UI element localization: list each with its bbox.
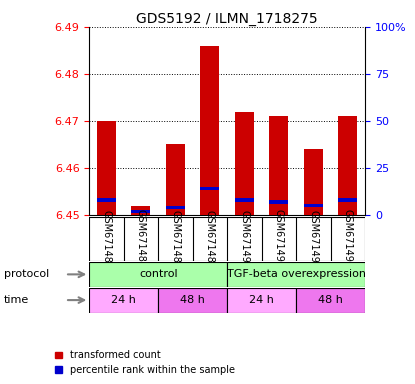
Bar (158, 288, 227, 313)
Bar (200, 46, 220, 215)
Bar (132, 206, 151, 215)
Text: 48 h: 48 h (180, 295, 205, 305)
Legend: transformed count, percentile rank within the sample: transformed count, percentile rank withi… (55, 351, 235, 375)
Text: time: time (4, 295, 29, 305)
Bar (166, 144, 185, 215)
Bar (132, 210, 151, 213)
Bar (227, 262, 365, 287)
Bar (97, 121, 116, 215)
Bar (304, 204, 323, 207)
Bar (200, 187, 220, 190)
Bar (304, 149, 323, 215)
Text: 24 h: 24 h (111, 295, 136, 305)
Bar (235, 198, 254, 202)
Bar (235, 112, 254, 215)
Bar (97, 198, 116, 202)
Bar (296, 288, 365, 313)
Text: TGF-beta overexpression: TGF-beta overexpression (227, 269, 366, 280)
Bar (269, 116, 288, 215)
Text: GSM671496: GSM671496 (308, 210, 318, 268)
Bar (227, 288, 296, 313)
Title: GDS5192 / ILMN_1718275: GDS5192 / ILMN_1718275 (137, 12, 318, 26)
Text: GSM671497: GSM671497 (343, 210, 353, 268)
Bar (89, 288, 158, 313)
Text: GSM671494: GSM671494 (239, 210, 249, 268)
Text: protocol: protocol (4, 269, 49, 280)
Text: control: control (139, 269, 178, 280)
Text: 48 h: 48 h (318, 295, 343, 305)
Bar (166, 206, 185, 209)
Bar (269, 200, 288, 204)
Bar (89, 262, 227, 287)
Text: GSM671488: GSM671488 (171, 210, 181, 268)
Text: GSM671495: GSM671495 (274, 210, 284, 268)
Text: GSM671489: GSM671489 (205, 210, 215, 268)
Text: 24 h: 24 h (249, 295, 274, 305)
Text: GSM671486: GSM671486 (102, 210, 112, 268)
Bar (339, 116, 357, 215)
Text: GSM671487: GSM671487 (136, 210, 146, 268)
Bar (339, 198, 357, 202)
